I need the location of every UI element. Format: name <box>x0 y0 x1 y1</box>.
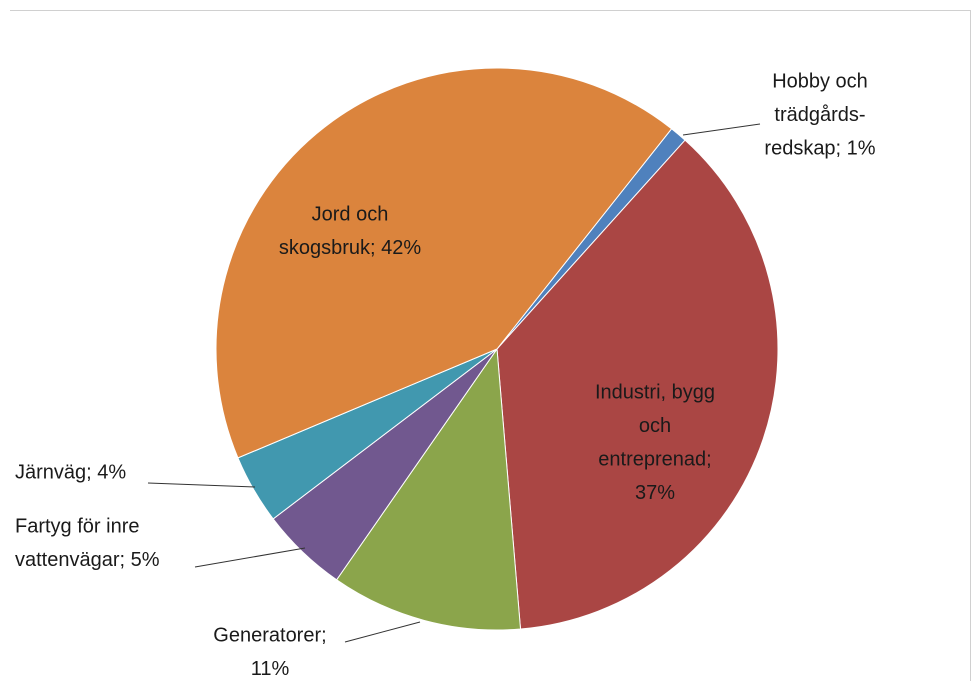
data-label: Järnväg; 4% <box>15 461 126 483</box>
data-label: 11% <box>251 658 290 680</box>
pie-slice <box>335 347 522 631</box>
data-label: och <box>639 415 671 437</box>
data-label: Generatorer; <box>213 624 326 646</box>
data-label: trädgårds- <box>774 104 865 126</box>
data-label: skogsbruk; 42% <box>279 237 422 259</box>
data-label: Industri, bygg <box>595 381 715 403</box>
data-label: Jord och <box>312 203 389 225</box>
data-label: entreprenad; <box>598 448 711 470</box>
data-label: 37% <box>635 482 675 504</box>
data-label: Fartyg för inre <box>15 515 139 537</box>
leader-line <box>147 482 256 488</box>
leader-line <box>344 621 421 643</box>
leader-line <box>194 547 306 568</box>
pie-slice <box>496 139 779 630</box>
data-label: redskap; 1% <box>764 137 875 159</box>
pie-slice <box>215 67 673 459</box>
data-label: Hobby och <box>772 70 868 92</box>
leader-line <box>682 123 761 136</box>
data-label: vattenvägar; 5% <box>15 549 160 571</box>
